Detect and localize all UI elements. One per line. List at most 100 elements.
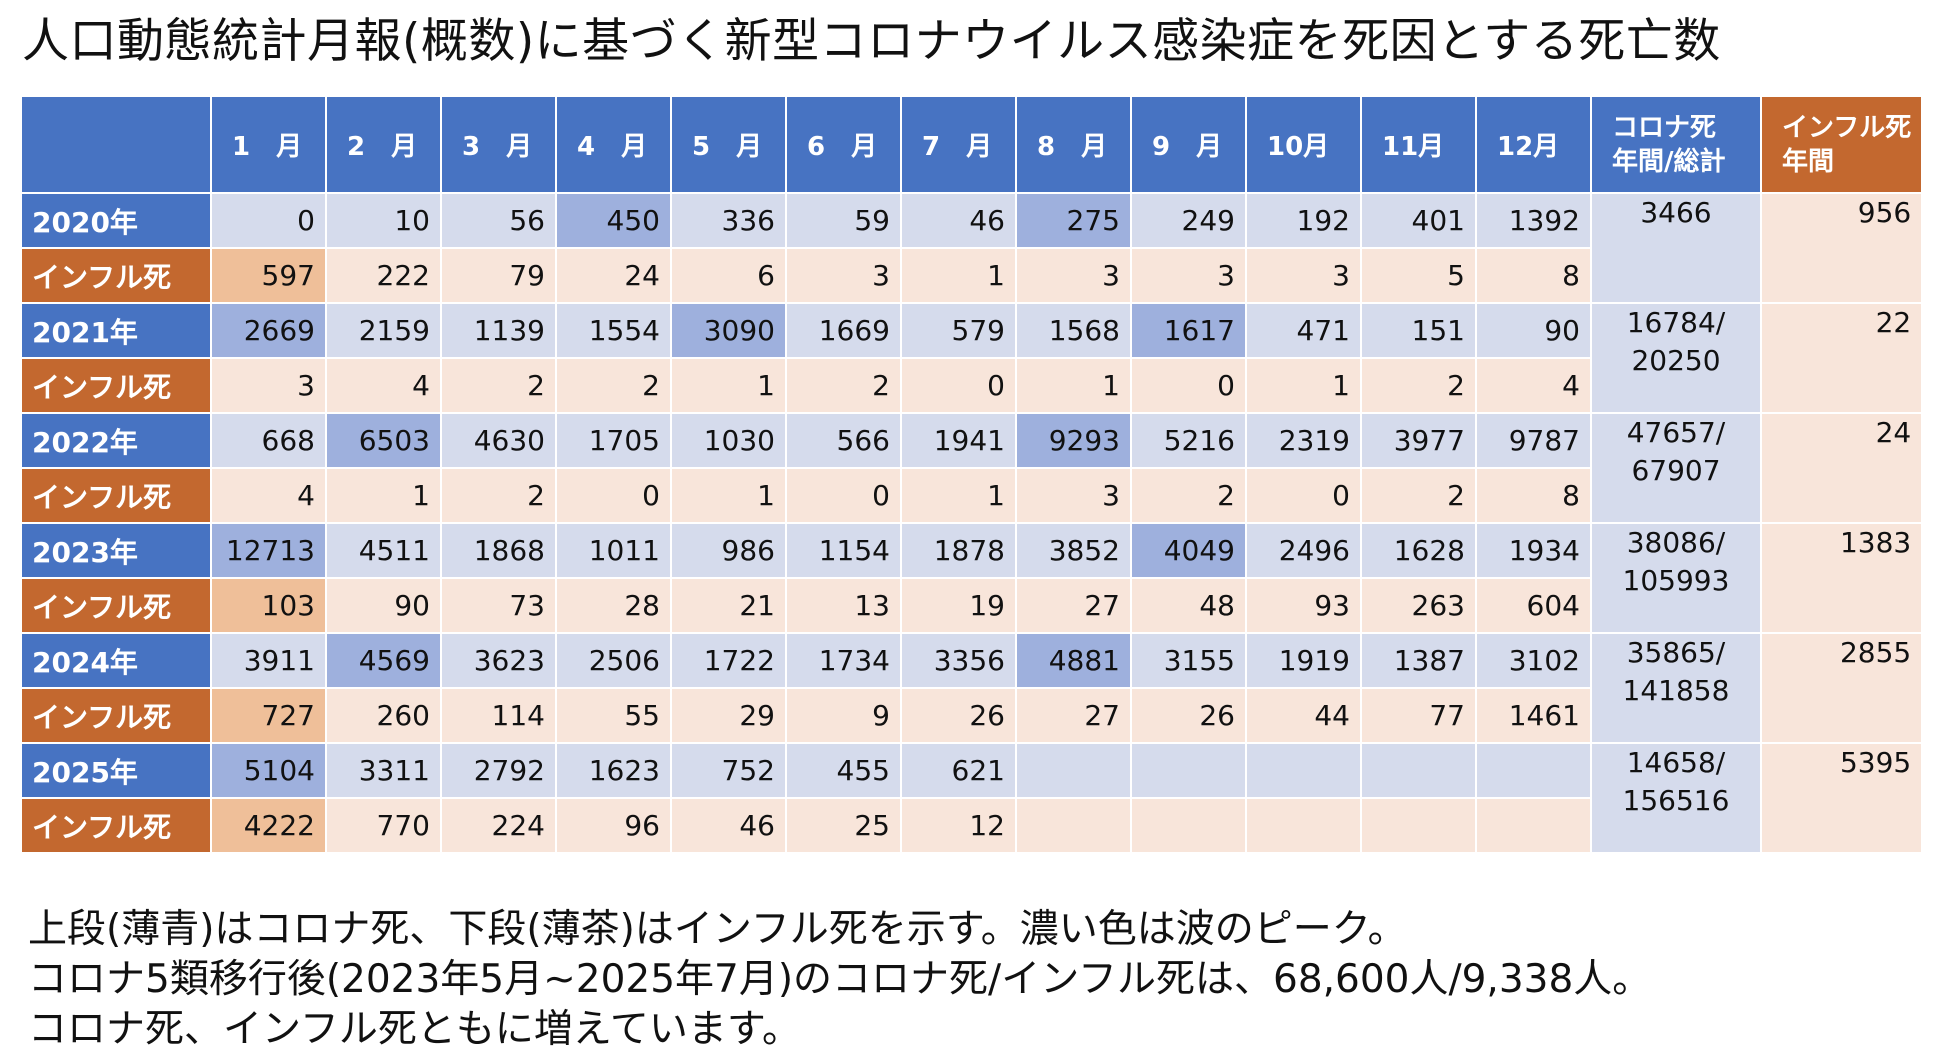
table-row-covid: 2023年 12713 4511 1868 1011 986 1154 1878 3852 404… — [22, 524, 1922, 632]
footnotes: 上段(薄青)はコロナ死、下段(薄茶)はインフル死を示す。濃い色は波のピーク。 コ… — [28, 905, 1651, 1055]
covid-cell: 151 — [1362, 304, 1475, 357]
covid-cell: 9787 — [1477, 414, 1590, 467]
row-label-year: 2024年 — [22, 634, 210, 687]
flu-cell: 263 — [1362, 579, 1475, 632]
table-row-flu: インフル死 4222 770 224 96 46 25 12 — [22, 799, 1921, 852]
covid-total-annual: 3466 — [1640, 196, 1712, 229]
header-month-11: 11月 — [1362, 97, 1475, 192]
covid-total-cumulative: 141858 — [1622, 674, 1730, 707]
covid-cell — [1477, 744, 1590, 797]
table-row-covid: 2025年 5104 3311 2792 1623 752 455 621 14658/1565… — [22, 744, 1922, 852]
flu-cell: 90 — [327, 579, 440, 632]
flu-cell: 1 — [902, 249, 1015, 302]
covid-cell — [1362, 744, 1475, 797]
covid-cell: 1392 — [1477, 194, 1590, 247]
flu-cell: 1 — [1017, 359, 1130, 412]
flu-cell: 48 — [1132, 579, 1245, 632]
flu-cell: 3 — [1132, 249, 1245, 302]
flu-cell — [1017, 799, 1130, 852]
covid-cell: 1919 — [1247, 634, 1360, 687]
header-month-5: 5 月 — [672, 97, 785, 192]
table-row-flu: インフル死 3 4 2 2 1 2 0 1 0 1 2 4 — [22, 359, 1921, 412]
flu-cell: 1 — [902, 469, 1015, 522]
covid-cell: 249 — [1132, 194, 1245, 247]
covid-cell: 986 — [672, 524, 785, 577]
covid-peak-cell: 9293 — [1017, 414, 1130, 467]
covid-cell: 2792 — [442, 744, 555, 797]
death-stats-table: 1 月 2 月 3 月 4 月 5 月 6 月 7 月 8 月 9 月 10月 … — [20, 95, 1923, 854]
covid-cell: 471 — [1247, 304, 1360, 357]
row-label-flu: インフル死 — [22, 359, 210, 412]
flu-cell: 96 — [557, 799, 670, 852]
flu-cell: 9 — [787, 689, 900, 742]
covid-peak-cell: 6503 — [327, 414, 440, 467]
covid-cell: 401 — [1362, 194, 1475, 247]
header-month-6: 6 月 — [787, 97, 900, 192]
flu-cell: 0 — [1247, 469, 1360, 522]
covid-cell: 3911 — [212, 634, 325, 687]
covid-cell: 1139 — [442, 304, 555, 357]
flu-cell: 222 — [327, 249, 440, 302]
covid-total-cell: 16784/20250 — [1592, 304, 1760, 412]
flu-cell: 55 — [557, 689, 670, 742]
covid-cell — [1017, 744, 1130, 797]
header-corner — [22, 97, 210, 192]
covid-cell: 1387 — [1362, 634, 1475, 687]
covid-total-cell: 35865/141858 — [1592, 634, 1760, 742]
flu-total-cell: 22 — [1762, 304, 1922, 412]
covid-peak-cell: 5104 — [212, 744, 325, 797]
flu-cell: 77 — [1362, 689, 1475, 742]
flu-cell: 224 — [442, 799, 555, 852]
covid-cell: 192 — [1247, 194, 1360, 247]
row-label-year: 2022年 — [22, 414, 210, 467]
flu-cell: 2 — [1132, 469, 1245, 522]
covid-cell: 3623 — [442, 634, 555, 687]
header-month-7: 7 月 — [902, 97, 1015, 192]
covid-cell: 3311 — [327, 744, 440, 797]
flu-cell: 0 — [902, 359, 1015, 412]
covid-cell: 1705 — [557, 414, 670, 467]
covid-peak-cell: 3090 — [672, 304, 785, 357]
flu-cell: 26 — [902, 689, 1015, 742]
flu-cell: 27 — [1017, 579, 1130, 632]
covid-cell: 1669 — [787, 304, 900, 357]
covid-total-cell: 38086/105993 — [1592, 524, 1760, 632]
covid-cell: 1623 — [557, 744, 670, 797]
row-label-flu: インフル死 — [22, 469, 210, 522]
header-flu-total: インフル死 年間 — [1762, 97, 1922, 192]
flu-cell: 0 — [1132, 359, 1245, 412]
covid-cell — [1132, 744, 1245, 797]
table-row-flu: インフル死 103 90 73 28 21 13 19 27 48 93 263 604 — [22, 579, 1921, 632]
covid-total-cumulative: 67907 — [1631, 454, 1721, 487]
covid-cell: 2159 — [327, 304, 440, 357]
flu-cell: 73 — [442, 579, 555, 632]
header-flu-total-line2: 年間 — [1782, 146, 1835, 177]
flu-cell: 3 — [1017, 469, 1130, 522]
header-flu-total-line1: インフル死 — [1782, 112, 1912, 143]
table-row-covid: 2020年 0 10 56 450 336 59 46 275 249 192 401 1392 3466… — [22, 194, 1922, 302]
row-label-flu: インフル死 — [22, 689, 210, 742]
flu-cell: 3 — [787, 249, 900, 302]
covid-total-annual: 38086/ — [1626, 526, 1726, 559]
flu-cell: 25 — [787, 799, 900, 852]
flu-cell: 4 — [327, 359, 440, 412]
flu-total-cell: 5395 — [1762, 744, 1922, 852]
covid-cell: 10 — [327, 194, 440, 247]
header-month-10: 10月 — [1247, 97, 1360, 192]
flu-cell: 604 — [1477, 579, 1590, 632]
flu-cell: 93 — [1247, 579, 1360, 632]
flu-cell: 19 — [902, 579, 1015, 632]
flu-cell: 12 — [902, 799, 1015, 852]
covid-cell: 2496 — [1247, 524, 1360, 577]
covid-cell: 2319 — [1247, 414, 1360, 467]
flu-cell: 1 — [327, 469, 440, 522]
covid-cell: 3977 — [1362, 414, 1475, 467]
header-covid-total: コロナ死 年間/総計 — [1592, 97, 1760, 192]
flu-total-cell: 956 — [1762, 194, 1922, 302]
covid-total-annual: 47657/ — [1626, 416, 1726, 449]
covid-total-annual: 35865/ — [1626, 636, 1726, 669]
covid-total-annual: 14658/ — [1626, 746, 1726, 779]
covid-cell: 1868 — [442, 524, 555, 577]
covid-peak-cell: 2669 — [212, 304, 325, 357]
flu-peak-cell: 103 — [212, 579, 325, 632]
